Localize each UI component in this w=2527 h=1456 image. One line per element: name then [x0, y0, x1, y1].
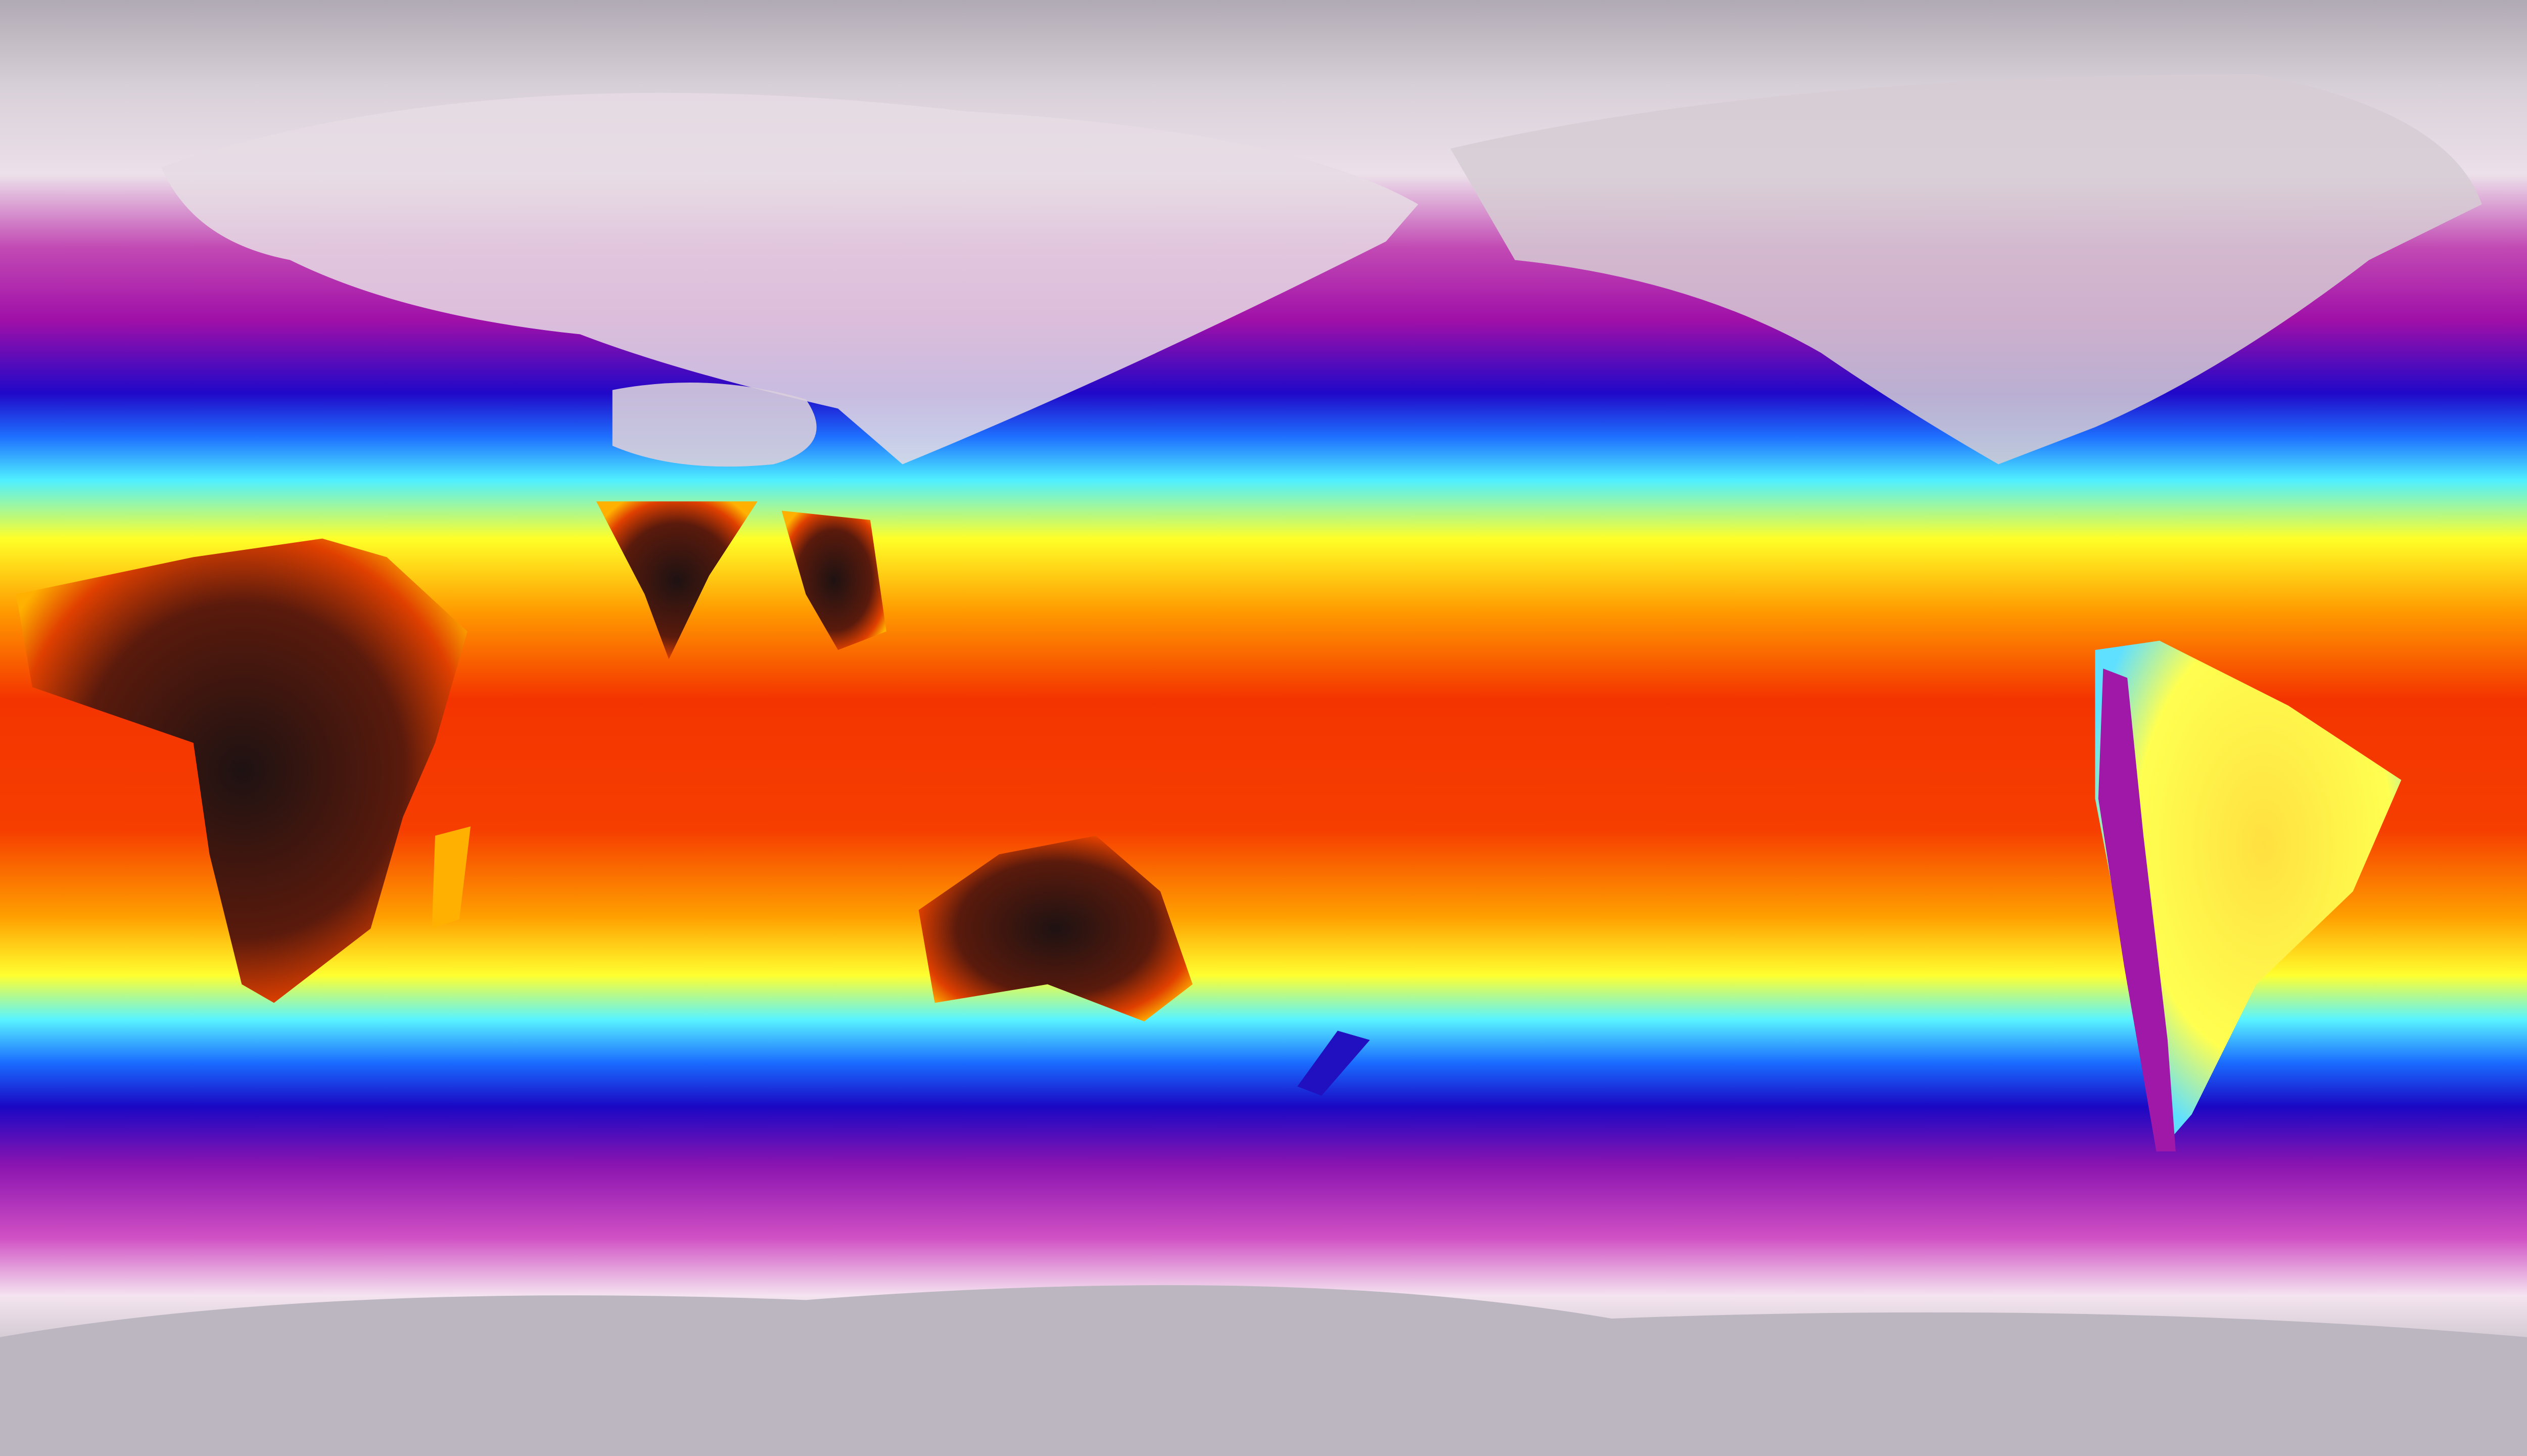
southeast-asia: [781, 510, 886, 650]
south-america: [2095, 640, 2402, 1152]
north-america: [1450, 74, 2482, 464]
eurasia-north: [161, 92, 1419, 464]
madagascar: [432, 826, 471, 929]
australia: [918, 835, 1193, 1022]
india: [596, 501, 758, 660]
africa: [16, 538, 467, 1003]
antarctica: [0, 1285, 2527, 1456]
tibet: [612, 382, 817, 467]
andes: [2098, 668, 2176, 1152]
new-zealand: [1297, 1030, 1370, 1096]
